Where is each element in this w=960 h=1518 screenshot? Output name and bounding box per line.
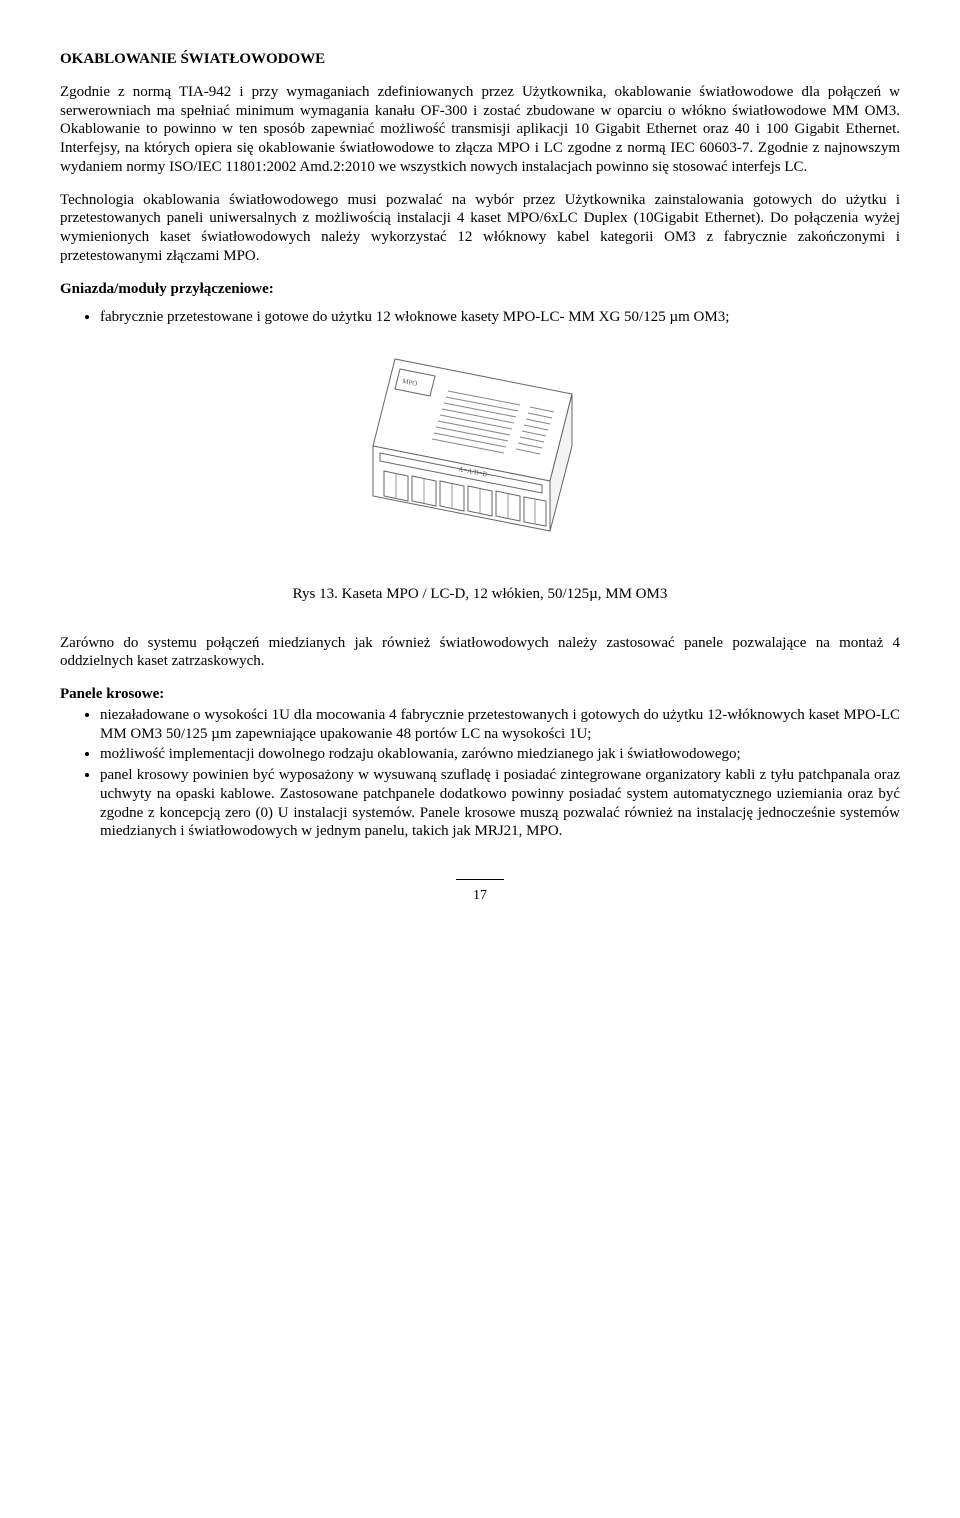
- paragraph-3: Zarówno do systemu połączeń miedzianych …: [60, 634, 900, 672]
- list-item: możliwość implementacji dowolnego rodzaj…: [100, 745, 900, 764]
- heading-panele: Panele krosowe:: [60, 685, 900, 704]
- heading-gniazda: Gniazda/moduły przyłączeniowe:: [60, 280, 900, 299]
- list-item: fabrycznie przetestowane i gotowe do uży…: [100, 308, 900, 327]
- figure-caption: Rys 13. Kaseta MPO / LC-D, 12 włókien, 5…: [60, 585, 900, 604]
- figure-cassette: A=A/B=B MPO: [60, 341, 900, 567]
- page-footer: 17: [60, 867, 900, 904]
- paragraph-1: Zgodnie z normą TIA-942 i przy wymagania…: [60, 83, 900, 177]
- section-title: OKABLOWANIE ŚWIATŁOWODOWE: [60, 50, 900, 69]
- list-item: panel krosowy powinien być wyposażony w …: [100, 766, 900, 841]
- list-item: niezaładowane o wysokości 1U dla mocowan…: [100, 706, 900, 744]
- page-number: 17: [60, 887, 900, 905]
- list-gniazda: fabrycznie przetestowane i gotowe do uży…: [60, 308, 900, 327]
- list-panele: niezaładowane o wysokości 1U dla mocowan…: [60, 706, 900, 841]
- paragraph-2: Technologia okablowania światłowodowego …: [60, 191, 900, 266]
